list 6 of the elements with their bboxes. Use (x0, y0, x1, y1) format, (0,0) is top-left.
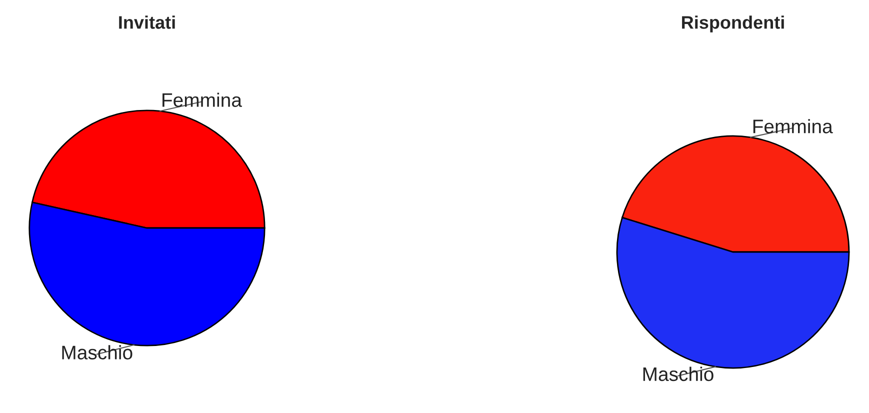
chart-title: Rispondenti (682, 16, 784, 32)
slice-label: Femmina (753, 119, 833, 134)
slice-label: Maschio (62, 345, 132, 360)
slice-label: Femmina (162, 92, 242, 107)
chart-title: Invitati (119, 16, 175, 29)
slice-label: Maschio (643, 366, 714, 382)
